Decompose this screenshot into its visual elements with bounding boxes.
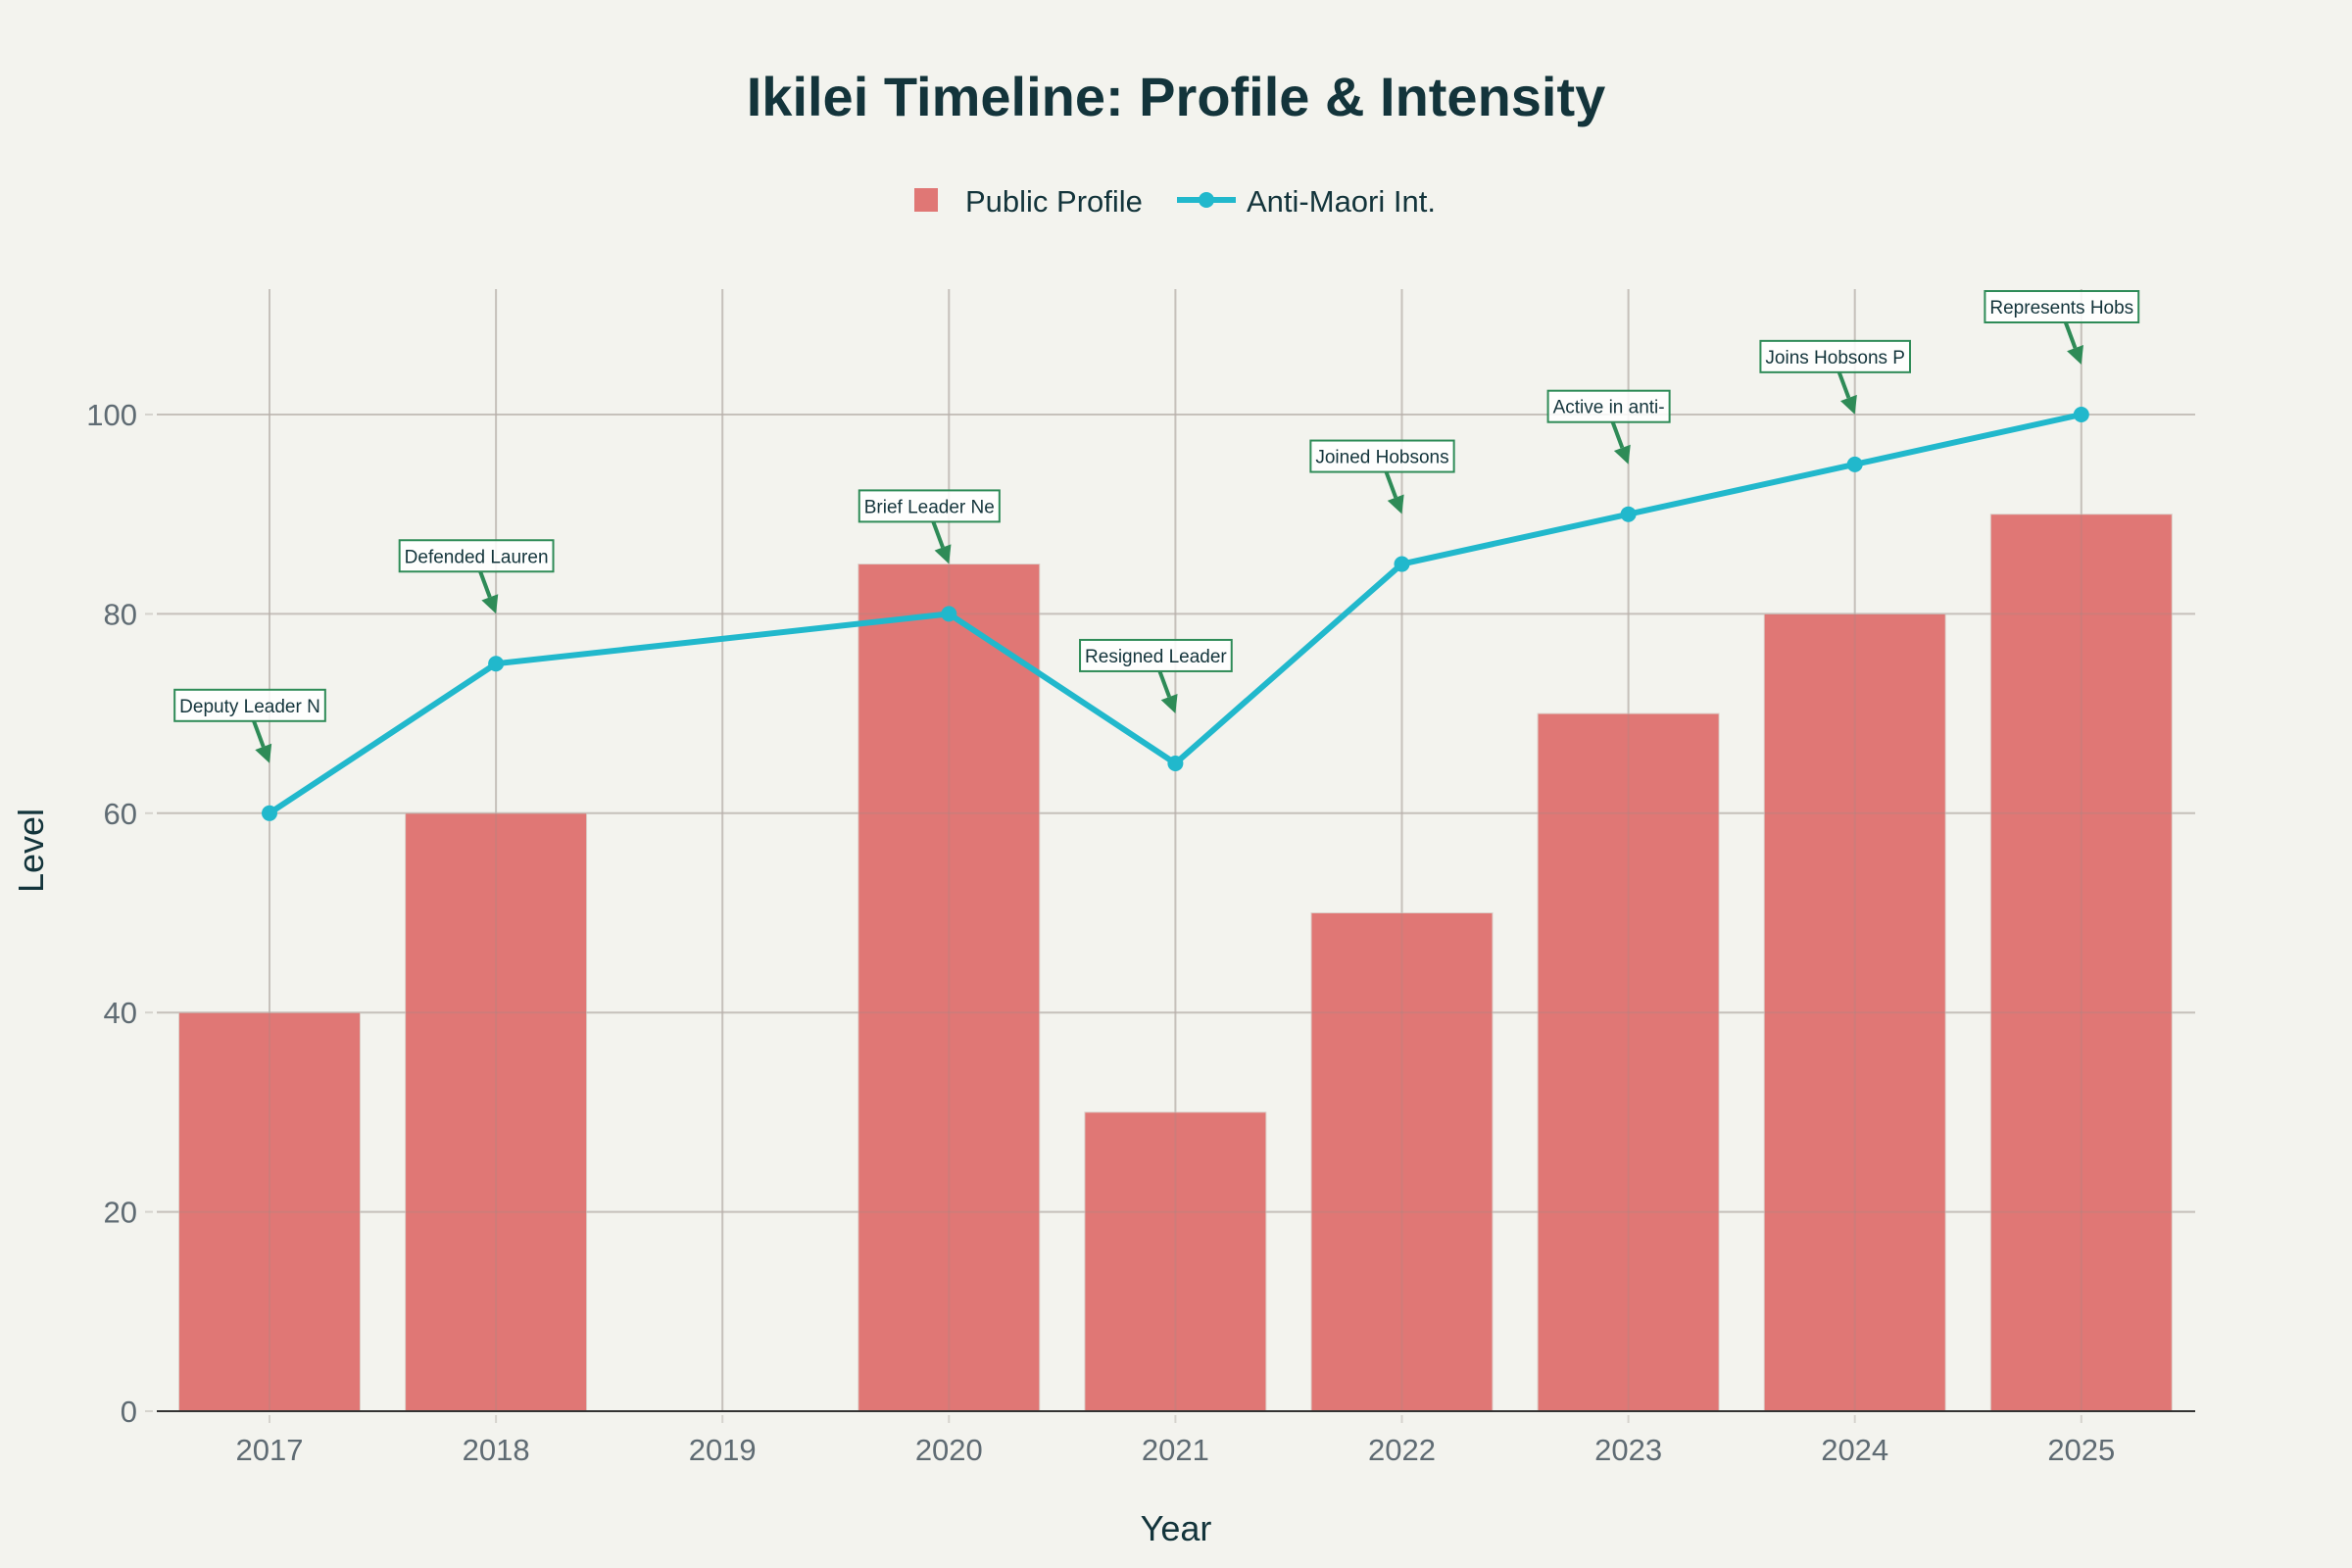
line-series — [262, 407, 2089, 821]
bar-series — [178, 514, 2173, 1412]
bar-2020[interactable] — [858, 564, 1041, 1412]
x-tick-label: 2021 — [1142, 1433, 1209, 1467]
line-point-2025[interactable] — [2073, 407, 2089, 422]
annotation-arrow-head-icon — [481, 594, 499, 614]
line-point-2024[interactable] — [1846, 456, 1863, 472]
y-tick-label: 20 — [104, 1196, 137, 1230]
annotation-box — [398, 539, 555, 573]
legend-swatch-bar — [914, 188, 938, 212]
line-point-2022[interactable] — [1394, 556, 1410, 572]
annotation-arrow-head-icon — [1613, 444, 1631, 465]
annotation-text: Brief Leader Ne — [864, 497, 995, 517]
x-tick-label: 2025 — [2047, 1433, 2115, 1467]
annotation-arrow-head-icon — [255, 743, 272, 763]
legend-label-anti-maori-int: Anti-Maori Int. — [1247, 184, 1436, 219]
line-point-2020[interactable] — [941, 606, 957, 622]
annotation-arrow-head-icon — [934, 544, 952, 564]
annotation-text: Resigned Leader — [1085, 647, 1227, 667]
line-point-2021[interactable] — [1167, 755, 1184, 771]
x-tick-label: 2022 — [1368, 1433, 1436, 1467]
y-tick-label: 80 — [104, 597, 137, 631]
bar-2021[interactable] — [1084, 1111, 1267, 1412]
annotation-box — [1984, 290, 2140, 323]
annotation-arrow-head-icon — [1160, 693, 1178, 713]
annotation-box — [1309, 439, 1455, 473]
annotation-text: Deputy Leader N — [179, 697, 320, 717]
annotation-box — [1546, 389, 1671, 423]
line-point-2017[interactable] — [262, 805, 277, 821]
bar-2022[interactable] — [1310, 912, 1494, 1412]
annotation-arrow-head-icon — [2067, 344, 2083, 365]
annotation-2018: Defended Lauren — [398, 539, 555, 614]
bar-2017[interactable] — [178, 1011, 361, 1412]
y-tick-label: 40 — [104, 996, 137, 1030]
annotation-box — [1079, 638, 1233, 672]
bar-2023[interactable] — [1537, 712, 1720, 1412]
annotation-box — [858, 489, 1001, 523]
legend-swatch-marker — [1199, 192, 1214, 208]
annotation-text: Active in anti- — [1553, 398, 1665, 418]
annotation-text: Joins Hobsons P — [1765, 348, 1905, 368]
bar-2025[interactable] — [1989, 514, 2173, 1412]
y-tick-label: 100 — [86, 398, 137, 432]
x-axis-ticks: 2017 2018 2019 2020 2021 2022 2023 2024 2025 — [236, 1415, 2115, 1467]
annotation-text: Joined Hobsons — [1315, 448, 1448, 468]
annotation-arrow-shaft — [1157, 670, 1171, 698]
annotation-text: Defended Lauren — [405, 547, 549, 567]
annotation-arrow-shaft — [1837, 371, 1851, 399]
line-path — [268, 412, 2082, 816]
legend: Public Profile Anti-Maori Int. — [914, 184, 1436, 219]
legend-item-anti-maori-int[interactable]: Anti-Maori Int. — [1177, 184, 1436, 219]
legend-item-public-profile[interactable]: Public Profile — [914, 184, 1143, 219]
annotation-text: Represents Hobs — [1989, 298, 2133, 318]
annotation-2023: Active in anti- — [1546, 389, 1671, 465]
annotation-2017: Deputy Leader N — [173, 688, 326, 763]
annotation-2022: Joined Hobsons — [1309, 439, 1455, 514]
annotation-arrow-shaft — [252, 720, 266, 748]
y-axis-title: Level — [11, 808, 51, 893]
x-tick-label: 2023 — [1594, 1433, 1662, 1467]
annotation-arrow-head-icon — [1387, 494, 1404, 514]
x-tick-label: 2024 — [1821, 1433, 1888, 1467]
x-tick-label: 2018 — [463, 1433, 530, 1467]
legend-label-public-profile: Public Profile — [965, 184, 1143, 219]
annotation-arrow-shaft — [478, 570, 492, 599]
bar-2018[interactable] — [405, 812, 588, 1412]
x-tick-label: 2020 — [915, 1433, 983, 1467]
chart-title: Ikilei Timeline: Profile & Intensity — [747, 66, 1606, 127]
x-tick-label: 2017 — [236, 1433, 304, 1467]
annotation-box — [173, 688, 326, 722]
line-point-2018[interactable] — [488, 656, 505, 672]
annotation-arrow-shaft — [2063, 321, 2078, 349]
bar-2024[interactable] — [1763, 612, 1946, 1412]
y-tick-label: 60 — [104, 797, 137, 831]
x-axis-title: Year — [1141, 1508, 1212, 1548]
x-tick-label: 2019 — [689, 1433, 757, 1467]
y-axis-ticks: 0 20 40 60 80 100 — [86, 398, 153, 1429]
annotation-2021: Resigned Leader — [1079, 638, 1233, 713]
y-tick-label: 0 — [121, 1395, 137, 1429]
annotation-arrow-shaft — [931, 520, 945, 549]
annotations: Deputy Leader N Defended Lauren Brief Lead… — [173, 290, 2140, 763]
annotation-2024: Joins Hobsons P — [1759, 339, 1911, 415]
annotation-arrow-shaft — [1384, 470, 1398, 499]
annotation-2020: Brief Leader Ne — [858, 489, 1001, 564]
annotation-arrow-shaft — [1610, 421, 1625, 449]
line-point-2023[interactable] — [1620, 506, 1637, 522]
annotation-arrow-head-icon — [1839, 394, 1857, 415]
annotation-2025: Represents Hobs — [1984, 290, 2140, 365]
gridline-overlay — [157, 289, 2195, 1411]
annotation-box — [1759, 339, 1911, 373]
